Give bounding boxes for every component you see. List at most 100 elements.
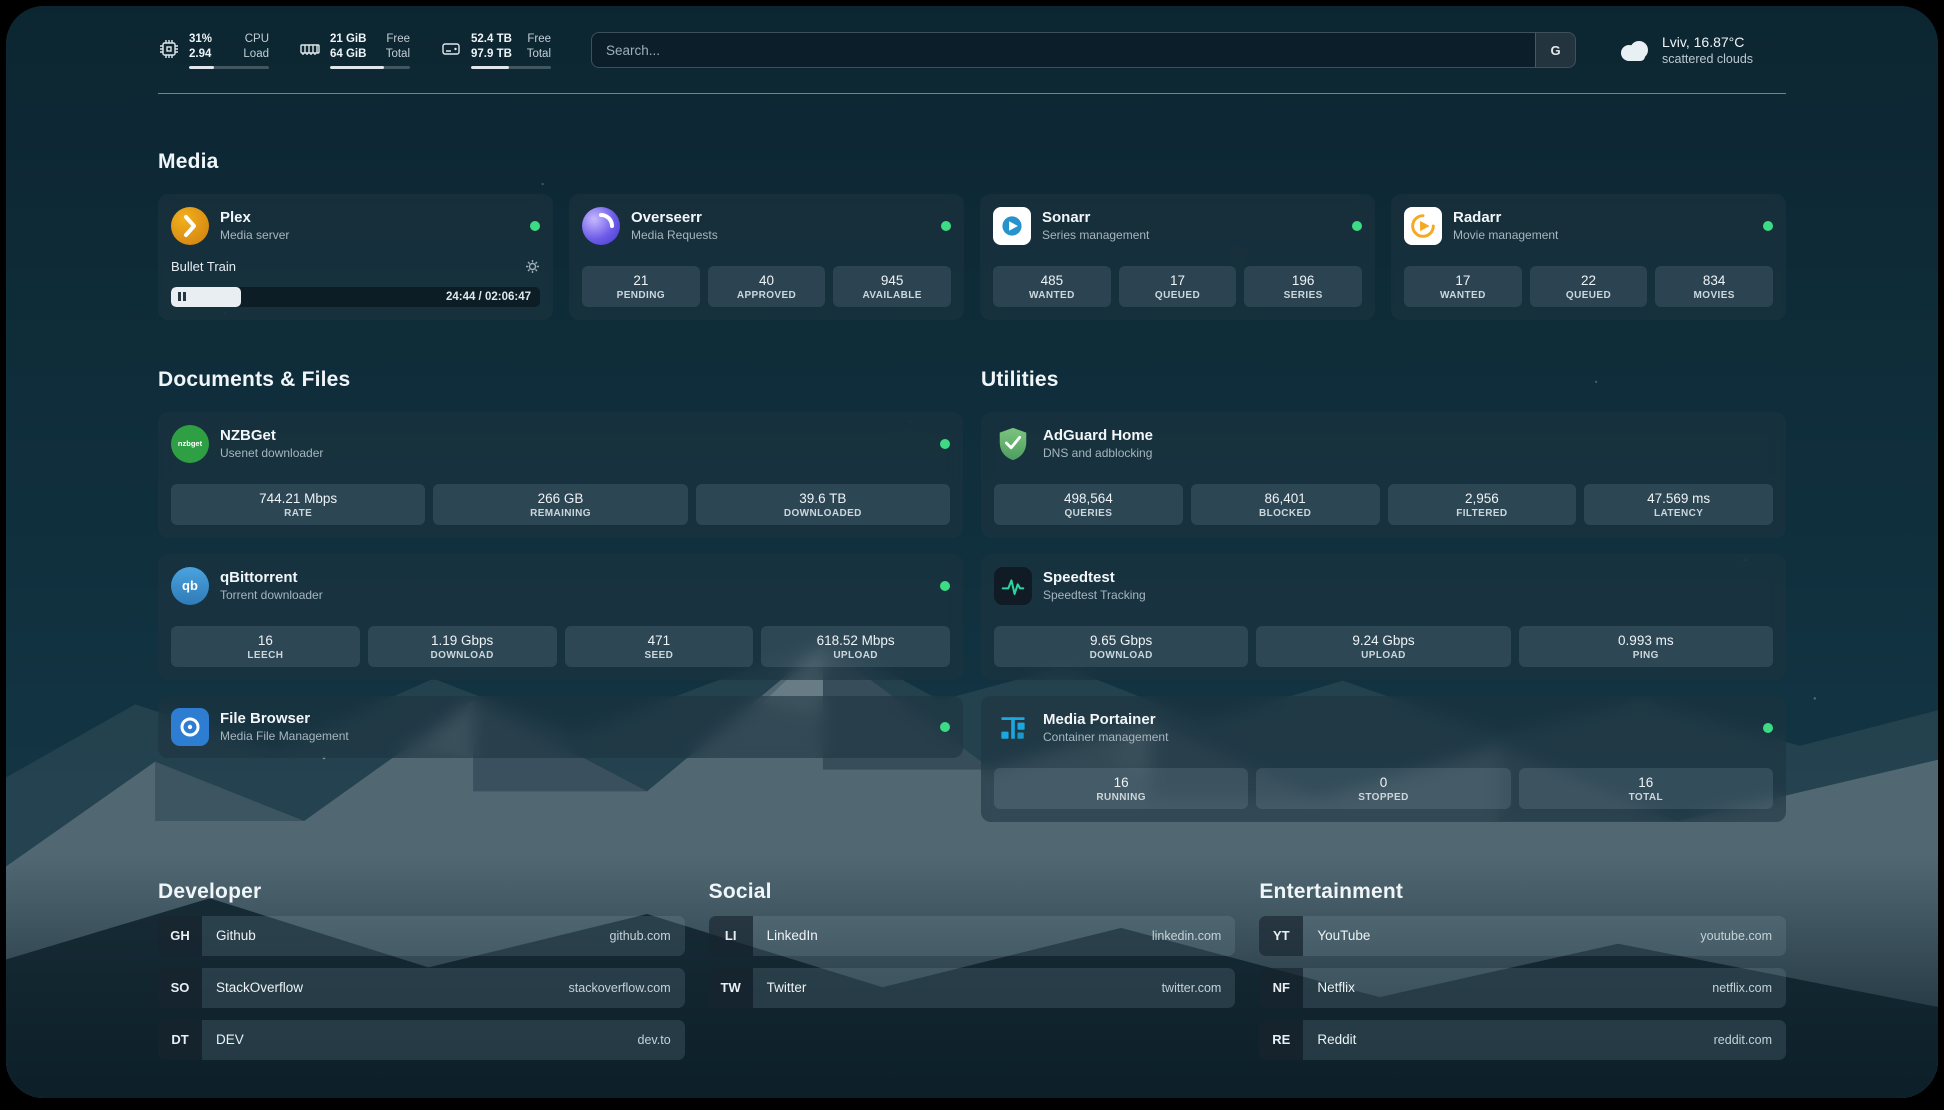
service-card-plex[interactable]: Plex Media server Bullet Train 24:44 / 0… (158, 193, 553, 320)
cloud-icon (1621, 41, 1648, 62)
stat-label: UPLOAD (833, 649, 878, 661)
service-desc: Usenet downloader (220, 445, 324, 460)
stat-label: RATE (284, 507, 313, 519)
bookmark-reddit[interactable]: RE Reddit reddit.com (1259, 1019, 1786, 1060)
speedtest-icon (994, 566, 1032, 605)
bookmark-url: twitter.com (1161, 980, 1222, 995)
service-card-radarr[interactable]: Radarr Movie management 17 WANTED 22 QUEUE… (1391, 193, 1786, 320)
stat-value: 498,564 (1063, 490, 1113, 506)
stat-box: 16 RUNNING (994, 767, 1249, 809)
bookmark-abbr: DT (158, 1019, 202, 1060)
stat-box: 17 QUEUED (1118, 265, 1237, 307)
bookmark-name: YouTube (1317, 928, 1371, 944)
bookmark-youtube[interactable]: YT YouTube youtube.com (1259, 915, 1786, 956)
stat-value: 16 (257, 632, 273, 648)
bookmark-netflix[interactable]: NF Netflix netflix.com (1259, 967, 1786, 1008)
service-desc: Torrent downloader (220, 587, 323, 602)
weather-condition: scattered clouds (1662, 52, 1754, 67)
bookmark-name: Twitter (766, 980, 807, 996)
bookmark-url: stackoverflow.com (568, 980, 671, 995)
bookmark-name: StackOverflow (216, 980, 304, 996)
stat-label: WANTED (1439, 289, 1486, 301)
stat-value: 47.569 ms (1647, 490, 1711, 506)
bookmark-stackoverflow[interactable]: SO StackOverflow stackoverflow.com (158, 967, 685, 1008)
stat-label: STOPPED (1358, 791, 1409, 803)
sonarr-icon (993, 206, 1031, 245)
stat-box: 945 AVAILABLE (833, 265, 952, 307)
status-dot (940, 580, 950, 591)
bookmark-github[interactable]: GH Github github.com (158, 915, 685, 956)
service-card-filebrowser[interactable]: File Browser Media File Management (158, 695, 963, 758)
playback-time: 24:44 / 02:06:47 (445, 290, 531, 303)
stat-value: 21 (633, 272, 649, 288)
service-card-portainer[interactable]: Media Portainer Container management 16 R… (981, 695, 1786, 822)
stat-value: 40 (758, 272, 775, 288)
stat-value: 945 (880, 272, 904, 288)
bookmark-group-entertainment: Entertainment YT YouTube youtube.com NF … (1259, 880, 1786, 1060)
playback-progress-bar: 24:44 / 02:06:47 (171, 286, 540, 307)
disk-total-value: 97.9 TB (471, 47, 512, 60)
stat-label: TOTAL (1628, 791, 1664, 803)
stat-value: 2,956 (1464, 490, 1499, 506)
bookmark-dev[interactable]: DT DEV dev.to (158, 1019, 685, 1060)
nzbget-badge: nzbget (177, 439, 203, 449)
bookmark-twitter[interactable]: TW Twitter twitter.com (708, 967, 1236, 1008)
stat-box: 485 WANTED (993, 265, 1111, 307)
stat-label: DOWNLOAD (430, 649, 494, 661)
stat-label: LATENCY (1653, 507, 1704, 519)
service-card-sonarr[interactable]: Sonarr Series management 485 WANTED 17 QUE… (980, 193, 1375, 320)
bookmark-url: netflix.com (1712, 980, 1772, 995)
stat-box: 17 WANTED (1404, 265, 1522, 307)
bookmark-name: Github (216, 928, 256, 944)
service-card-speedtest[interactable]: Speedtest Speedtest Tracking 9.65 Gbps DO… (981, 553, 1786, 680)
service-name: AdGuard Home (1043, 427, 1154, 445)
stat-value: 744.21 Mbps (259, 490, 338, 506)
service-name: Plex (220, 209, 251, 227)
stat-box: 471 SEED (564, 625, 754, 667)
stat-label: QUEUED (1565, 289, 1612, 301)
service-card-adguard[interactable]: AdGuard Home DNS and adblocking 498,564 Q… (981, 411, 1786, 538)
stat-box: 834 MOVIES (1655, 265, 1774, 307)
memory-progress-bar (330, 65, 410, 69)
pause-icon[interactable] (183, 292, 186, 302)
bookmark-abbr: TW (708, 967, 753, 1008)
pause-icon[interactable] (178, 292, 181, 302)
service-name: qBittorrent (220, 569, 298, 587)
stat-label: REMAINING (530, 507, 591, 519)
stat-value: 471 (647, 632, 671, 648)
section-title-documents: Documents & Files (158, 367, 351, 391)
search-input[interactable] (591, 32, 1576, 69)
stat-value: 16 (1113, 774, 1129, 790)
status-dot (530, 220, 540, 231)
service-name: Media Portainer (1043, 711, 1156, 729)
radarr-icon (1404, 206, 1442, 245)
bookmark-abbr: RE (1259, 1019, 1304, 1060)
bookmark-abbr: YT (1259, 915, 1304, 956)
stat-value: 17 (1169, 272, 1186, 288)
resource-monitors: 31% CPU 2.94 Load 21 GiB Free 64 GiB Total (158, 32, 551, 69)
stat-value: 9.65 Gbps (1090, 632, 1153, 648)
stat-value: 9.24 Gbps (1352, 632, 1415, 648)
memory-monitor: 21 GiB Free 64 GiB Total (299, 32, 410, 69)
status-dot (1352, 220, 1362, 231)
service-card-overseerr[interactable]: Overseerr Media Requests 21 PENDING 40 APP… (569, 193, 964, 320)
stat-label: PING (1632, 649, 1659, 661)
stat-box: 196 SERIES (1244, 265, 1363, 307)
stat-box: 744.21 Mbps RATE (171, 483, 426, 525)
section-title-utilities: Utilities (981, 367, 1059, 391)
stat-label: UPLOAD (1361, 649, 1406, 661)
status-dot (940, 438, 950, 449)
stat-box: 498,564 QUERIES (994, 483, 1183, 525)
stat-label: WANTED (1028, 289, 1075, 301)
service-desc: DNS and adblocking (1043, 445, 1153, 460)
bookmark-group-social: Social LI LinkedIn linkedin.com TW Twitt… (708, 880, 1236, 1060)
section-title-developer: Developer (158, 879, 262, 903)
bookmark-name: Reddit (1317, 1032, 1357, 1048)
bookmark-linkedin[interactable]: LI LinkedIn linkedin.com (708, 915, 1236, 956)
service-card-nzbget[interactable]: nzbget NZBGet Usenet downloader 744.21 M… (158, 411, 963, 538)
gear-icon[interactable] (525, 259, 540, 274)
stat-box: 9.24 Gbps UPLOAD (1256, 625, 1511, 667)
service-card-qbittorrent[interactable]: qb qBittorrent Torrent downloader 16 LEEC… (158, 553, 963, 680)
service-desc: Movie management (1453, 227, 1559, 242)
search-provider-button[interactable]: G (1535, 33, 1575, 68)
